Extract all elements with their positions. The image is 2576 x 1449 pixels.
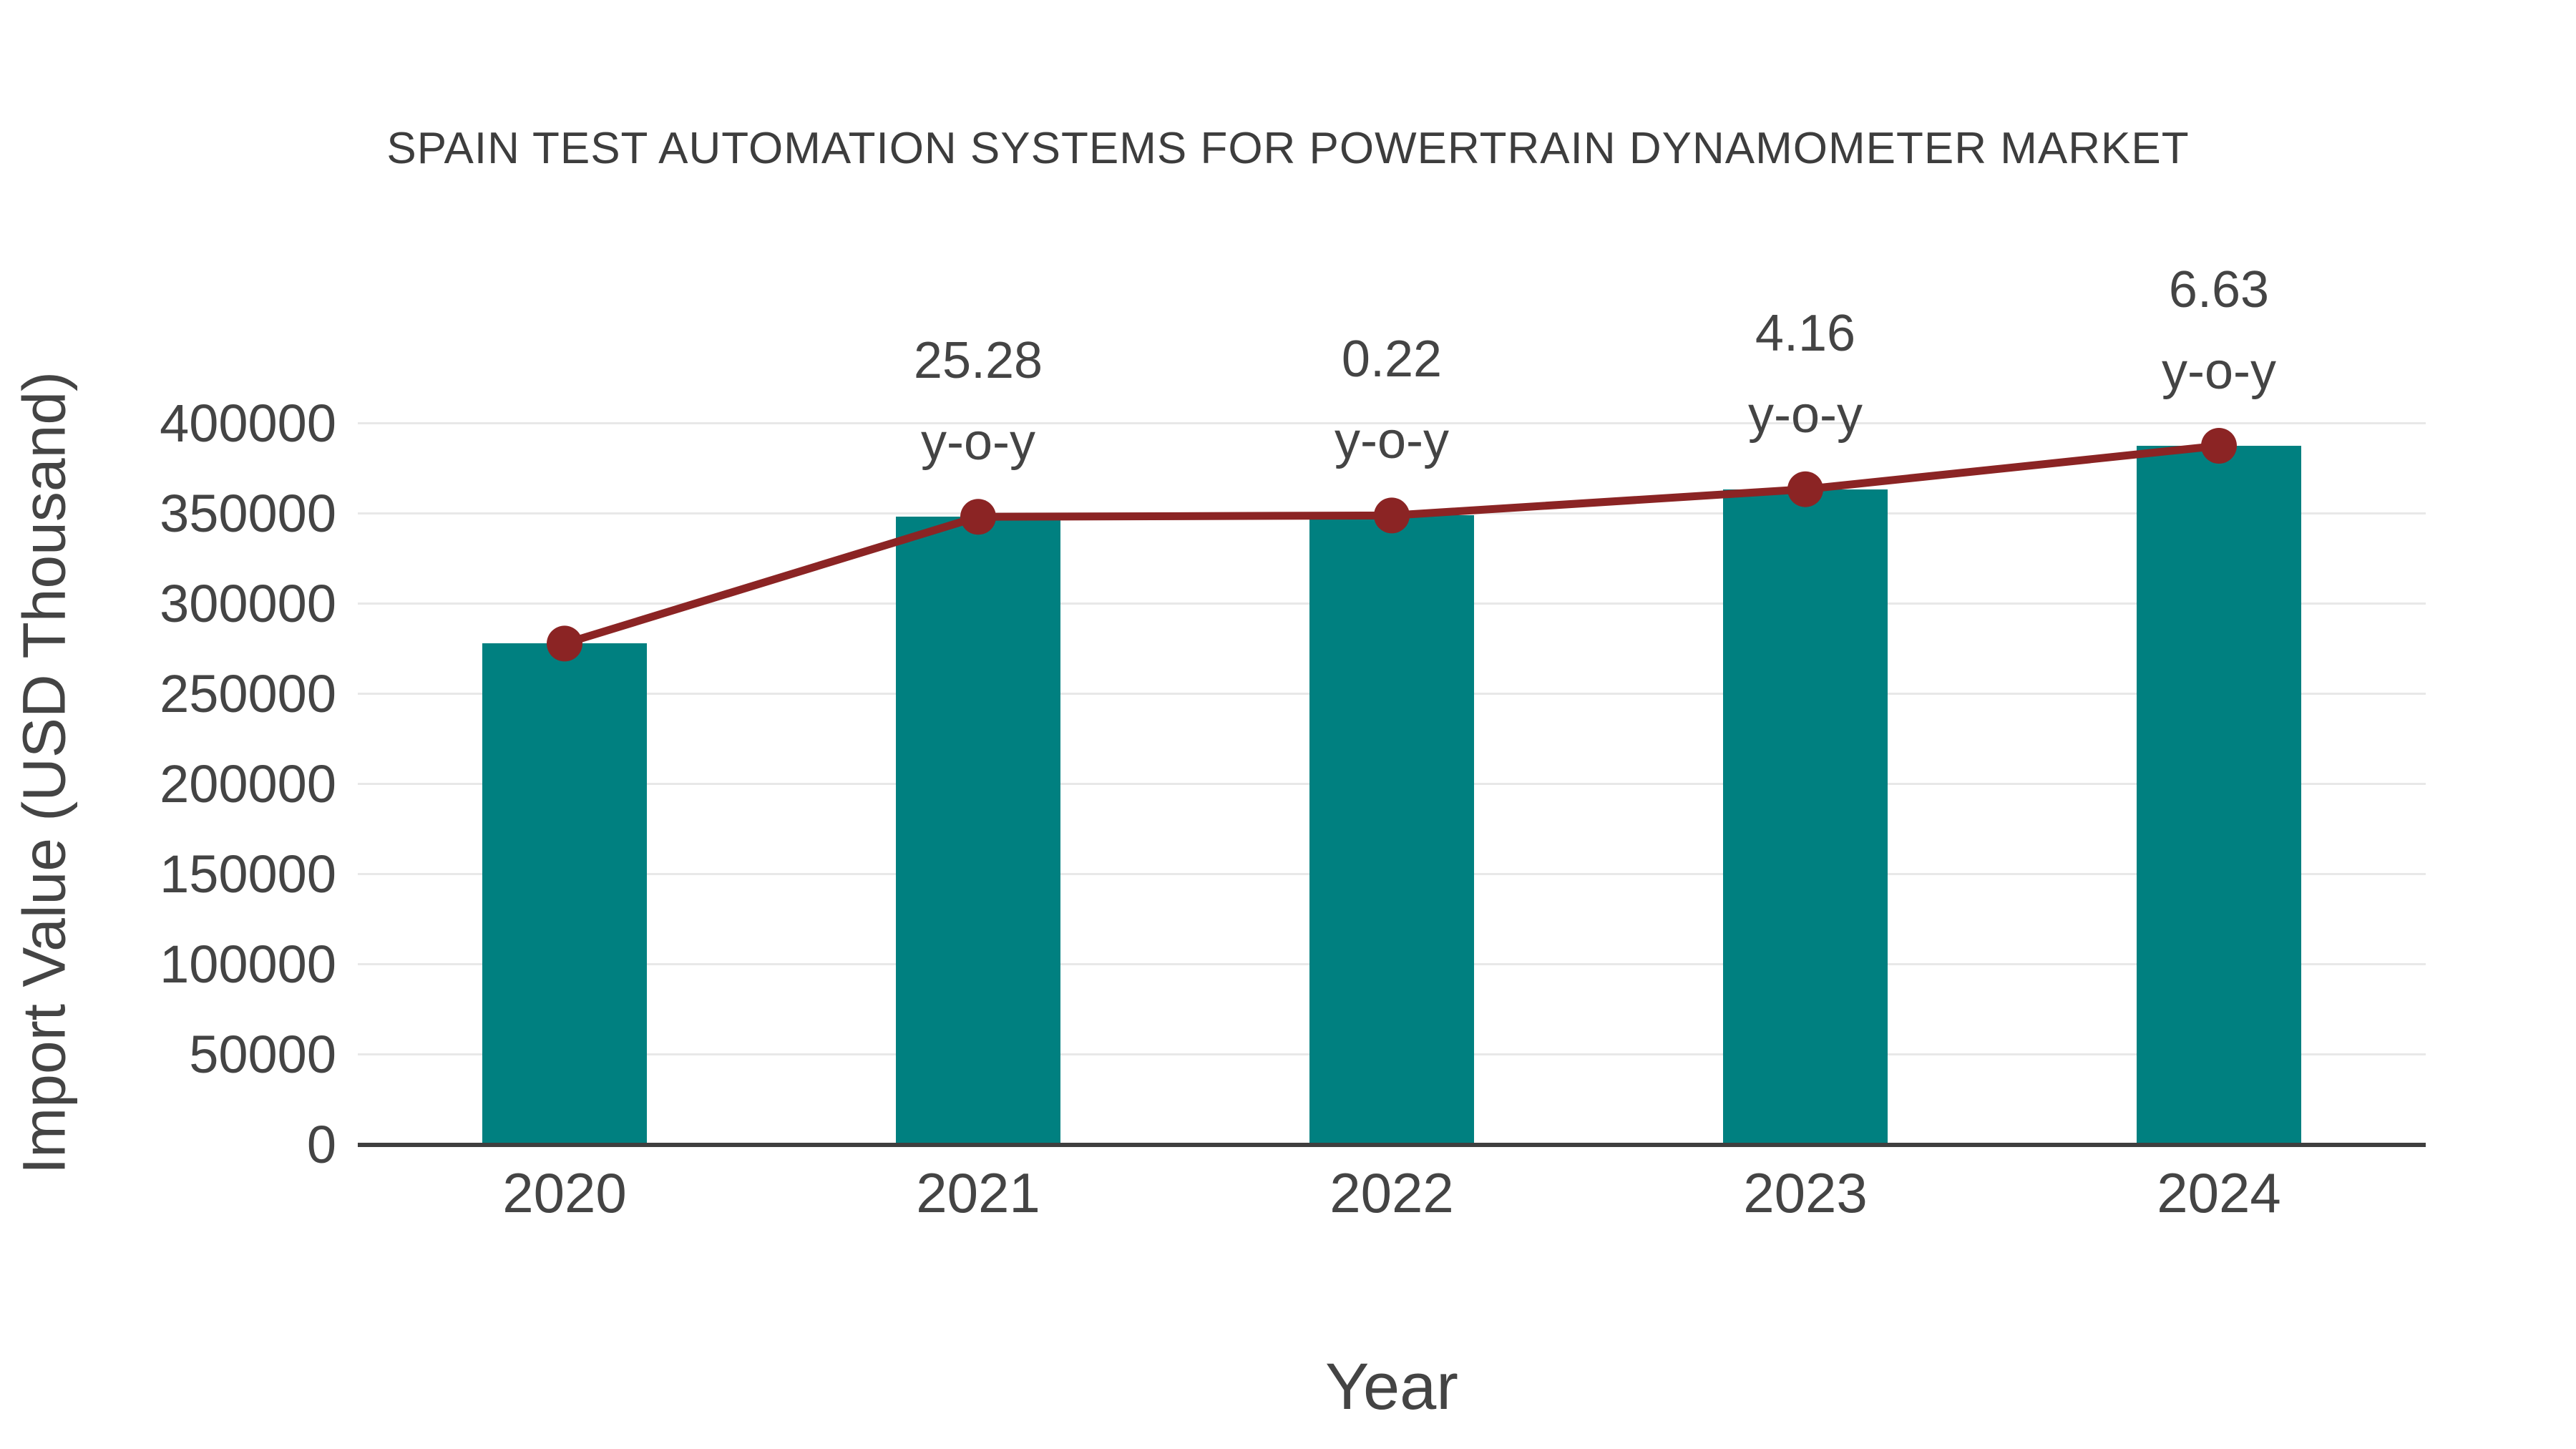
y-tick-label: 350000 [160, 483, 336, 543]
yoy-suffix: y-o-y [1748, 386, 1863, 444]
x-tick-label-2020: 2020 [502, 1161, 627, 1224]
x-tick-label-2021: 2021 [916, 1161, 1040, 1224]
y-tick-label: 100000 [160, 934, 336, 994]
x-axis-title: Year [1325, 1350, 1458, 1423]
x-tick-label-2023: 2023 [1743, 1161, 1868, 1224]
bar-2024 [2137, 445, 2301, 1145]
yoy-annotation-2022: 0.22 y-o-y [1335, 318, 1449, 482]
trend-marker-2022 [1374, 497, 1410, 534]
yoy-suffix: y-o-y [1335, 412, 1449, 470]
y-tick-label: 250000 [160, 663, 336, 723]
yoy-annotation-2021: 25.28 y-o-y [914, 320, 1043, 483]
trend-line-layer [547, 427, 2237, 662]
yoy-annotation-2024: 6.63 y-o-y [2162, 249, 2276, 412]
chart-title: SPAIN TEST AUTOMATION SYSTEMS FOR POWERT… [386, 124, 2190, 173]
yoy-value: 25.28 [913, 332, 1043, 390]
y-tick-label: 200000 [160, 753, 336, 814]
trend-marker-2021 [960, 499, 996, 535]
y-tick-label: 0 [306, 1115, 336, 1174]
x-tick-label-2024: 2024 [2157, 1161, 2281, 1224]
bar-2020 [482, 643, 647, 1145]
yoy-annotation-2023: 4.16 y-o-y [1748, 293, 1863, 456]
y-tick-label: 50000 [189, 1024, 336, 1084]
yoy-value: 6.63 [2168, 260, 2270, 318]
y-tick-label: 300000 [160, 573, 336, 633]
gridline [358, 422, 2426, 425]
y-tick-label: 150000 [160, 844, 336, 904]
yoy-suffix: y-o-y [921, 414, 1035, 472]
bar-2022 [1309, 515, 1474, 1145]
trend-marker-2023 [1787, 471, 1823, 507]
trend-marker-2020 [547, 625, 582, 662]
yoy-suffix: y-o-y [2162, 342, 2276, 400]
yoy-value: 0.22 [1341, 331, 1443, 389]
bar-2023 [1723, 489, 1888, 1145]
plot-area [358, 358, 2426, 1145]
x-tick-label-2022: 2022 [1330, 1161, 1454, 1224]
yoy-value: 4.16 [1755, 304, 1856, 362]
bar-2021 [896, 517, 1060, 1145]
x-axis-line [358, 1143, 2426, 1147]
trend-marker-2024 [2201, 427, 2237, 464]
y-tick-label: 400000 [160, 393, 336, 453]
